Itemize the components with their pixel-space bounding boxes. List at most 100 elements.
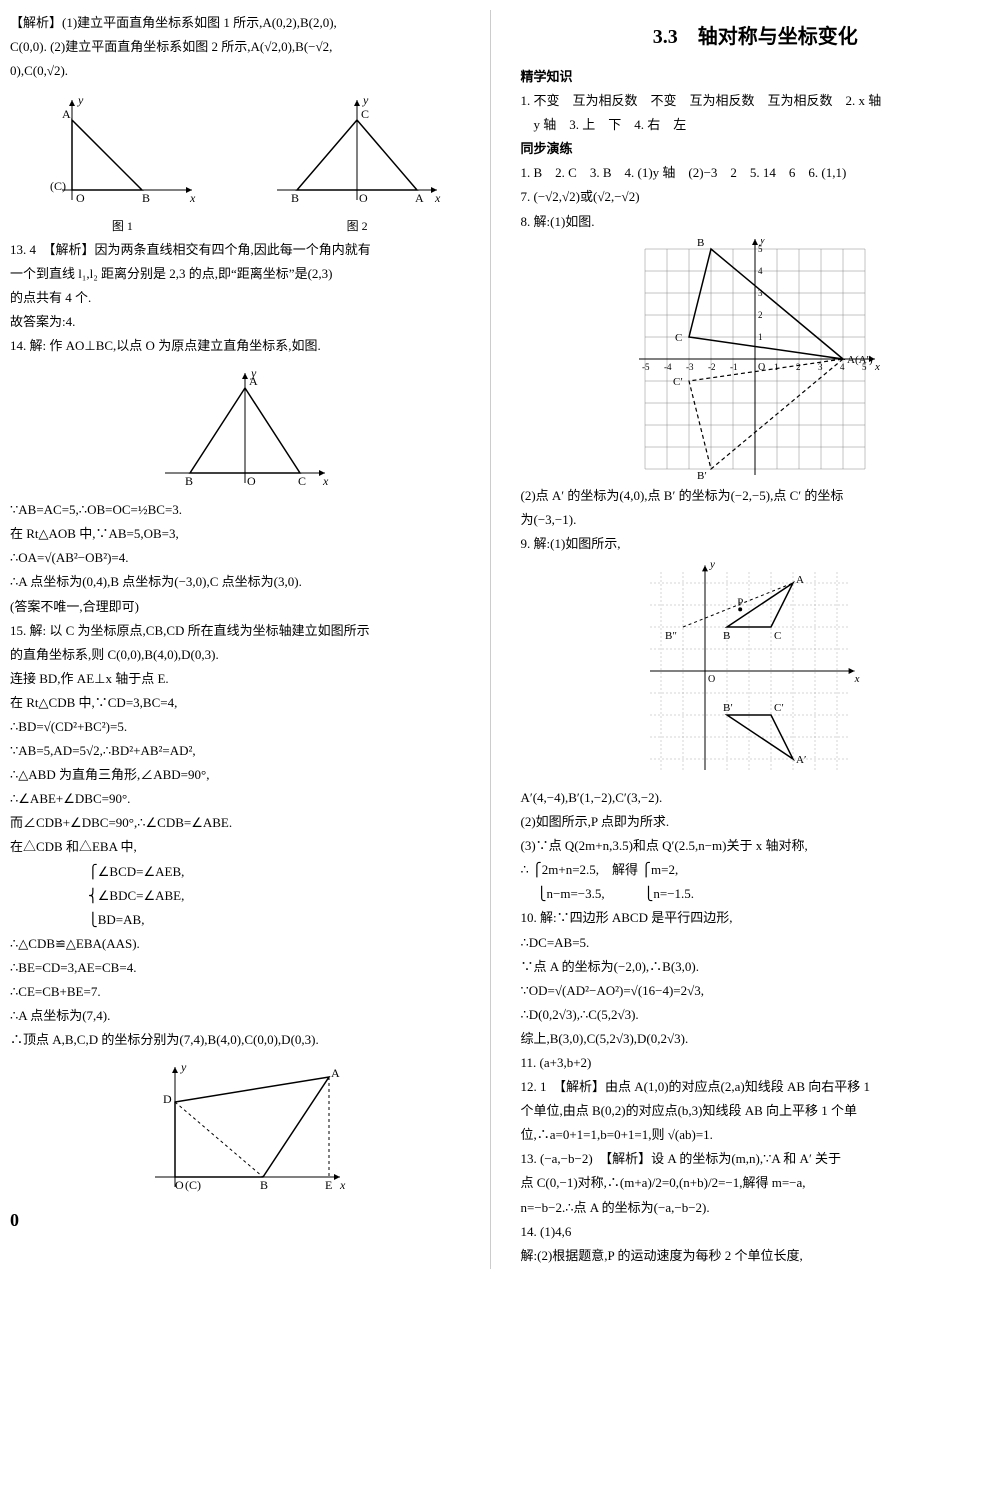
svg-text:A(A′): A(A′) xyxy=(847,354,873,366)
svg-text:(C): (C) xyxy=(185,1178,201,1192)
text: A′(4,−4),B′(1,−2),C′(3,−2). xyxy=(521,787,991,809)
svg-text:O: O xyxy=(708,674,715,685)
text: (2)点 A′ 的坐标为(4,0),点 B′ 的坐标为(−2,−5),点 C′ … xyxy=(521,485,991,507)
label-x: x xyxy=(434,191,441,205)
text: ⎨∠BDC=∠ABE, xyxy=(10,885,480,907)
text: 的直角坐标系,则 C(0,0),B(4,0),D(0,3). xyxy=(10,644,480,666)
svg-text:x: x xyxy=(339,1178,346,1192)
text: 0),C(0,√2). xyxy=(10,60,480,82)
text: 10. 解:∵四边形 ABCD 是平行四边形, xyxy=(521,907,991,929)
svg-text:O: O xyxy=(175,1178,184,1192)
text: ∵AB=5,AD=5√2,∴BD²+AB²=AD², xyxy=(10,740,480,762)
right-column: 3.3 轴对称与坐标变化 精学知识 1. 不变 互为相反数 不变 互为相反数 互… xyxy=(511,10,991,1269)
text: ∴∠ABE+∠DBC=90°. xyxy=(10,788,480,810)
text: ∵AB=AC=5,∴OB=OC=½BC=3. xyxy=(10,499,480,521)
figure-row-1: A B (C) O x y 图 1 C B A O x y xyxy=(10,84,480,236)
svg-text:E: E xyxy=(325,1178,332,1192)
svg-text:C′: C′ xyxy=(774,702,784,714)
svg-text:1: 1 xyxy=(758,332,763,342)
label-y: y xyxy=(77,93,84,107)
caption: 图 1 xyxy=(42,216,202,236)
text: 连接 BD,作 AE⊥x 轴于点 E. xyxy=(10,668,480,690)
text: 而∠CDB+∠DBC=90°,∴∠CDB=∠ABE. xyxy=(10,812,480,834)
text: ∴CE=CB+BE=7. xyxy=(10,981,480,1003)
text: ⎩n−m=−3.5, ⎩n=−1.5. xyxy=(521,883,991,905)
text: ∴ ⎧2m+n=2.5, 解得 ⎧m=2, xyxy=(521,859,991,881)
text: 为(−3,−1). xyxy=(521,509,991,531)
text: 综上,B(3,0),C(5,2√3),D(0,2√3). xyxy=(521,1028,991,1050)
text: 【解析】(1)建立平面直角坐标系如图 1 所示,A(0,2),B(2,0), xyxy=(10,12,480,34)
label-O: O xyxy=(76,191,85,205)
svg-text:B″: B″ xyxy=(665,630,677,642)
svg-text:B: B xyxy=(723,630,730,642)
svg-text:B: B xyxy=(697,239,704,249)
text: ∴△ABD 为直角三角形,∠ABD=90°, xyxy=(10,764,480,786)
text: 13. (−a,−b−2) 【解析】设 A 的坐标为(m,n),∵A 和 A′ … xyxy=(521,1148,991,1170)
svg-text:-3: -3 xyxy=(686,362,694,372)
svg-text:B′: B′ xyxy=(723,702,733,714)
text: ∴BE=CD=3,AE=CB=4. xyxy=(10,957,480,979)
label-y: y xyxy=(362,93,369,107)
svg-text:D: D xyxy=(163,1092,172,1106)
label-A: A xyxy=(415,191,424,205)
text: ∵点 A 的坐标为(−2,0),∴B(3,0). xyxy=(521,956,991,978)
svg-text:4: 4 xyxy=(840,362,845,372)
svg-text:C: C xyxy=(298,474,306,488)
svg-text:4: 4 xyxy=(758,266,763,276)
svg-text:-5: -5 xyxy=(642,362,650,372)
svg-text:2: 2 xyxy=(796,362,801,372)
svg-text:x: x xyxy=(322,474,329,488)
svg-text:-1: -1 xyxy=(730,362,738,372)
page-number: 0 xyxy=(10,1205,480,1236)
text: ∵OD=√(AD²−AO²)=√(16−4)=2√3, xyxy=(521,980,991,1002)
text: ⎧∠BCD=∠AEB, xyxy=(10,861,480,883)
label-x: x xyxy=(189,191,196,205)
text: (3)∵点 Q(2m+n,3.5)和点 Q′(2.5,n−m)关于 x 轴对称, xyxy=(521,835,991,857)
text: 8. 解:(1)如图. xyxy=(521,211,991,233)
svg-text:x: x xyxy=(874,361,880,373)
svg-text:1: 1 xyxy=(774,362,779,372)
subhead: 精学知识 xyxy=(521,66,991,88)
text: n=−b−2.∴点 A 的坐标为(−a,−b−2). xyxy=(521,1197,991,1219)
figure-2: C B A O x y 图 2 xyxy=(267,84,447,236)
figure-14: A B C O x y xyxy=(145,363,345,493)
label-C: C xyxy=(361,107,369,121)
svg-text:3: 3 xyxy=(818,362,823,372)
text: ∴A 点坐标为(0,4),B 点坐标为(−3,0),C 点坐标为(3,0). xyxy=(10,571,480,593)
text: (2)如图所示,P 点即为所求. xyxy=(521,811,991,833)
text: 在 Rt△AOB 中,∵AB=5,OB=3, xyxy=(10,523,480,545)
label-O: O xyxy=(359,191,368,205)
text: 12. 1 【解析】由点 A(1,0)的对应点(2,a)知线段 AB 向右平移 … xyxy=(521,1076,991,1098)
figure-9: Oxy ABCA′B′C′B″P xyxy=(635,561,875,781)
figure-8: -5-4-3-2-11234512345Oxy A(A′)BCB′C′ xyxy=(625,239,885,479)
svg-text:y: y xyxy=(250,366,257,380)
svg-text:C: C xyxy=(675,332,682,344)
svg-text:A: A xyxy=(796,574,804,586)
text: 7. (−√2,√2)或(√2,−√2) xyxy=(521,186,991,208)
svg-text:y: y xyxy=(709,561,715,570)
text: ∴D(0,2√3),∴C(5,2√3). xyxy=(521,1004,991,1026)
svg-text:A′: A′ xyxy=(796,754,806,766)
text: 位,∴a=0+1=1,b=0+1=1,则 √(ab)=1. xyxy=(521,1124,991,1146)
figure-1: A B (C) O x y 图 1 xyxy=(42,84,202,236)
section-title: 3.3 轴对称与坐标变化 xyxy=(521,20,991,54)
text: 在△CDB 和△EBA 中, xyxy=(10,836,480,858)
text: ∴OA=√(AB²−OB²)=4. xyxy=(10,547,480,569)
svg-text:P: P xyxy=(737,596,743,608)
text: ∴顶点 A,B,C,D 的坐标分别为(7,4),B(4,0),C(0,0),D(… xyxy=(10,1029,480,1051)
text: 14. (1)4,6 xyxy=(521,1221,991,1243)
caption: 图 2 xyxy=(267,216,447,236)
svg-text:y: y xyxy=(180,1060,187,1074)
text: ∴A 点坐标为(7,4). xyxy=(10,1005,480,1027)
svg-text:-2: -2 xyxy=(708,362,716,372)
svg-text:y: y xyxy=(759,239,765,246)
text: 一个到直线 l₁,l₂ 距离分别是 2,3 的点,即“距离坐标”是(2,3) xyxy=(10,263,480,285)
text: 1. 不变 互为相反数 不变 互为相反数 互为相反数 2. x 轴 xyxy=(521,90,991,112)
svg-text:C: C xyxy=(774,630,781,642)
text: 9. 解:(1)如图所示, xyxy=(521,533,991,555)
label-B: B xyxy=(142,191,150,205)
svg-text:-4: -4 xyxy=(664,362,672,372)
svg-text:B: B xyxy=(185,474,193,488)
svg-text:2: 2 xyxy=(758,310,763,320)
text: ∴△CDB≌△EBA(AAS). xyxy=(10,933,480,955)
